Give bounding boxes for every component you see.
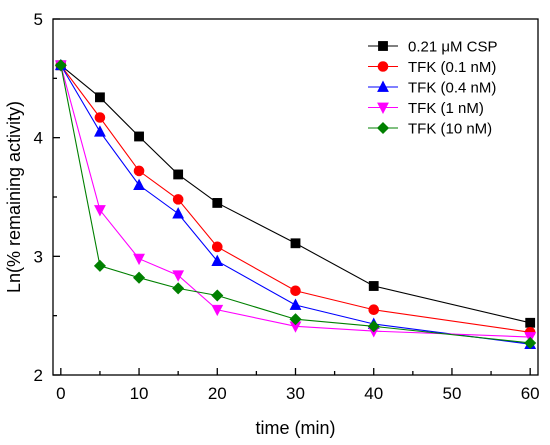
legend-item: TFK (0.1 nM) [368,59,496,76]
x-tick-label: 10 [130,384,149,403]
data-point [94,205,106,217]
series-line [60,64,531,324]
legend-marker [377,80,389,92]
data-point [290,285,301,297]
data-point [133,165,145,177]
legend-item: TFK (1 nM) [368,100,484,117]
data-point [211,304,224,317]
data-point [133,271,146,284]
series-line [60,64,531,333]
legend-label: TFK (0.4 nM) [408,80,496,97]
legend-label: TFK (1 nM) [408,100,484,117]
data-point [54,59,67,72]
series-group [54,58,537,350]
data-point [95,92,105,103]
data-point [211,289,224,302]
data-point [289,298,302,310]
x-tick-label: 30 [286,384,305,403]
data-point [94,112,106,123]
data-point [172,282,185,295]
legend-label: TFK (10 nM) [408,121,492,138]
legend-item: TFK (10 nM) [368,121,492,138]
y-tick-label: 2 [34,366,43,385]
data-point [368,281,379,291]
legend-item: TFK (0.4 nM) [368,80,496,97]
data-point [172,207,185,219]
data-point [212,198,223,208]
data-point [133,178,145,191]
x-tick-label: 60 [521,384,540,403]
legend-marker [376,121,390,135]
data-point [290,238,301,249]
legend: 0.21 μM CSP TFK (0.1 nM) TFK (0.4 nM) TFK (… [368,39,498,138]
series-line [60,65,531,344]
data-point [368,304,380,316]
legend-label: 0.21 μM CSP [408,39,498,56]
y-tick-label: 4 [34,129,43,148]
data-point [133,253,145,266]
series-line [60,65,531,338]
data-point [524,336,537,349]
legend-marker [378,41,388,51]
data-point [211,254,224,266]
legend-marker [377,61,389,72]
data-point [289,313,302,326]
x-tick-label: 20 [208,384,227,403]
series-0 [55,60,536,328]
data-point [93,259,106,272]
x-tick-label: 50 [442,384,461,403]
legend-marker [377,102,389,114]
series-4 [54,59,537,349]
y-tick-label: 5 [34,10,43,29]
x-tick-label: 0 [56,384,65,403]
data-point [94,125,106,137]
data-point [525,317,536,328]
data-point [173,169,184,180]
data-point [211,241,223,253]
legend-label: TFK (0.1 nM) [408,59,496,76]
data-point [172,194,184,205]
series-line [60,65,531,345]
data-point [172,270,185,282]
data-point [134,131,144,142]
data-point [367,320,380,333]
axes: 0 10 20 30 40 50 60 2 3 4 5 [34,10,540,403]
x-tick-label: 40 [364,384,383,403]
legend-item: 0.21 μM CSP [368,39,498,56]
y-axis-title: Ln(% remaining activity) [4,101,24,293]
x-axis-title: time (min) [256,418,336,438]
y-tick-label: 3 [34,247,43,266]
